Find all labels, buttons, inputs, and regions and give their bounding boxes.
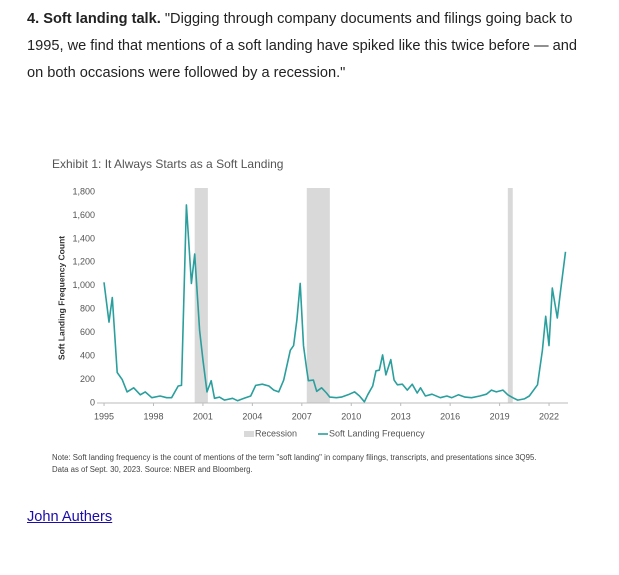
x-tick-label: 2013 bbox=[391, 411, 411, 421]
chart-note: Data as of Sept. 30, 2023. Source: NBER … bbox=[52, 465, 253, 474]
y-tick-label: 1,000 bbox=[72, 280, 95, 290]
y-tick-label: 800 bbox=[80, 304, 95, 314]
recession-band bbox=[507, 188, 513, 403]
recession-band bbox=[306, 188, 330, 403]
author-link[interactable]: John Authers bbox=[27, 509, 113, 525]
chart-title: Exhibit 1: It Always Starts as a Soft La… bbox=[52, 157, 283, 171]
legend-label: Soft Landing Frequency bbox=[329, 428, 425, 438]
y-tick-label: 1,600 bbox=[72, 210, 95, 220]
recession-band bbox=[194, 188, 208, 403]
y-tick-label: 1,200 bbox=[72, 257, 95, 267]
x-tick-label: 2004 bbox=[242, 411, 262, 421]
x-tick-label: 2001 bbox=[193, 411, 213, 421]
quote: "Digging through company documents and f… bbox=[27, 11, 578, 81]
legend-label: Recession bbox=[255, 428, 297, 438]
x-tick-label: 1998 bbox=[143, 411, 163, 421]
paragraph: 4. Soft landing talk. "Digging through c… bbox=[27, 6, 592, 87]
y-tick-label: 0 bbox=[90, 397, 95, 407]
x-tick-label: 2019 bbox=[490, 411, 510, 421]
x-tick-label: 1995 bbox=[94, 411, 114, 421]
x-tick-label: 2010 bbox=[341, 411, 361, 421]
legend-swatch bbox=[244, 431, 254, 437]
x-tick-label: 2022 bbox=[539, 411, 559, 421]
y-tick-label: 400 bbox=[80, 350, 95, 360]
x-tick-label: 2007 bbox=[292, 411, 312, 421]
y-tick-label: 600 bbox=[80, 327, 95, 337]
y-tick-label: 200 bbox=[80, 374, 95, 384]
y-tick-label: 1,400 bbox=[72, 233, 95, 243]
x-tick-label: 2016 bbox=[440, 411, 460, 421]
y-tick-label: 1,800 bbox=[72, 186, 95, 196]
chart-note: Note: Soft landing frequency is the coun… bbox=[52, 453, 536, 462]
data-line bbox=[103, 204, 567, 403]
lead: 4. Soft landing talk. bbox=[27, 11, 161, 27]
y-axis-label: Soft Landing Frequency Count bbox=[56, 236, 66, 360]
chart: Exhibit 1: It Always Starts as a Soft La… bbox=[52, 157, 568, 474]
